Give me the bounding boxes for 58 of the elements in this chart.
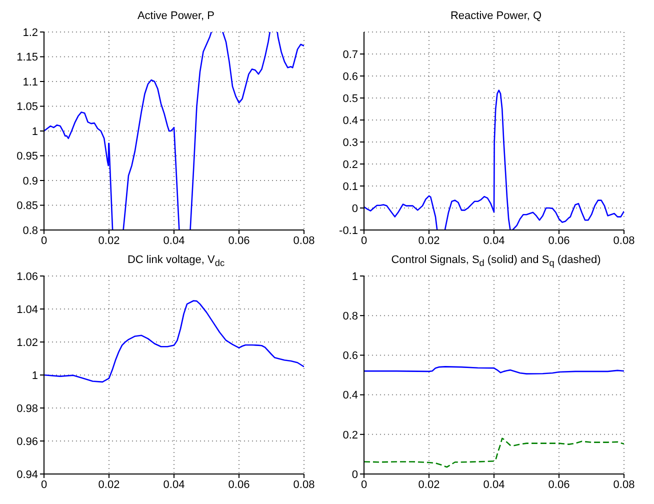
x-tick-label: 0.02 [98,478,120,491]
y-tick-label: 0 [352,468,358,481]
x-tick-label: 0.02 [98,234,120,247]
x-tick-label: 0.04 [483,478,505,491]
line-series [44,300,304,383]
y-tick-label: 0.1 [342,180,358,193]
y-tick-label: 0.98 [16,402,38,415]
chart-title: DC link voltage, V$_{dc}$ [126,254,226,268]
x-tick-label: 0 [40,234,48,247]
chart-title: Reactive Power, Q [449,10,543,22]
y-tick-label: 0.6 [342,350,358,362]
x-tick-label: 0 [40,478,48,491]
y-tick-label: 0.4 [342,114,358,127]
x-tick-label: 0.02 [418,234,440,247]
y-tick-label: 1.04 [16,304,38,316]
x-tick-label: 0.06 [228,234,250,247]
y-tick-label: 1 [32,126,38,138]
chart-title: Control Signals, S$_{d}$ (solid) and S$_{q}$ (dashed) [390,254,602,268]
y-tick-label: 0.96 [16,436,38,448]
x-tick-label: 0.06 [548,234,570,247]
x-tick-label: 0 [360,478,368,491]
x-tick-label: 0.06 [548,478,570,491]
x-tick-label: 0.08 [293,478,315,491]
y-tick-label: 0 [352,202,358,215]
y-tick-label: 1.05 [16,101,38,114]
y-tick-label: 0.5 [342,92,358,105]
y-tick-label: 1.1 [22,76,38,88]
y-tick-label: 1.02 [16,336,38,349]
y-tick-label: 0.8 [342,310,358,323]
x-tick-label: 0.08 [613,478,635,491]
y-tick-label: 0.4 [342,390,358,402]
x-tick-label: 0.08 [613,234,635,247]
y-tick-label: 0.95 [16,150,38,163]
x-tick-label: 0 [360,234,368,247]
y-tick-label: 0.8 [22,224,38,237]
y-tick-label: -0.1 [339,224,358,237]
y-tick-label: 0.6 [342,70,358,83]
y-tick-label: 0.7 [342,48,358,61]
y-tick-label: 0.9 [22,175,38,188]
x-tick-label: 0.04 [483,234,505,247]
y-tick-label: 0.94 [16,468,38,481]
line-series [364,438,624,468]
y-tick-label: 1.15 [16,52,38,64]
x-tick-label: 0.04 [163,234,185,247]
x-tick-label: 0.04 [163,478,185,491]
y-tick-label: 0.2 [342,158,358,171]
y-tick-label: 0.3 [342,136,358,149]
chart-title: Active Power, P [136,10,216,22]
x-tick-label: 0.06 [228,478,250,491]
y-tick-label: 1.2 [22,26,38,39]
x-tick-label: 0.08 [293,234,315,247]
y-tick-label: 1.06 [16,270,38,283]
y-tick-label: 0.85 [16,200,38,212]
y-tick-label: 1 [352,270,358,283]
x-tick-label: 0.02 [418,478,440,491]
line-series [364,366,624,374]
y-tick-label: 0.2 [342,429,358,442]
y-tick-label: 1 [32,370,38,382]
